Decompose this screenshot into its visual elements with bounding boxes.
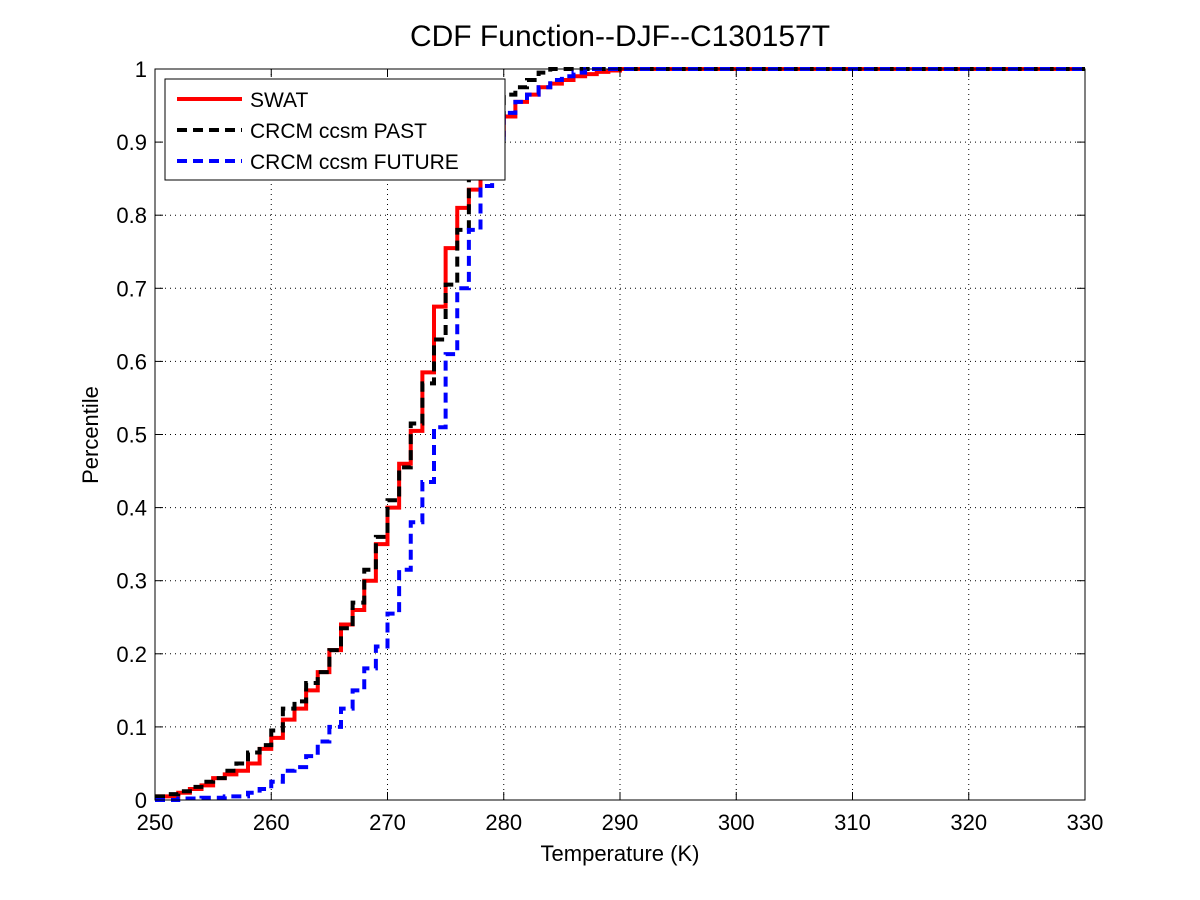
x-tick-label: 290 bbox=[602, 810, 639, 835]
series-line-2 bbox=[155, 67, 1085, 802]
y-tick-label: 0.3 bbox=[116, 569, 147, 594]
series-group bbox=[155, 67, 1085, 802]
y-tick-label: 0 bbox=[135, 788, 147, 813]
y-tick-label: 0.8 bbox=[116, 203, 147, 228]
y-tick-label: 0.6 bbox=[116, 349, 147, 374]
x-tick-label: 320 bbox=[950, 810, 987, 835]
legend-box bbox=[164, 78, 506, 181]
y-tick-label: 0.9 bbox=[116, 130, 147, 155]
y-axis-label: Percentile bbox=[78, 386, 103, 484]
legend-label-1: CRCM ccsm PAST bbox=[250, 120, 427, 143]
chart-title: CDF Function--DJF--C130157T bbox=[410, 20, 830, 53]
ticks: 250 260 270 280 290 300 310 320 330 0 0.1 0.2 0.3 0.4… bbox=[116, 57, 1103, 835]
x-tick-label: 300 bbox=[718, 810, 755, 835]
y-tick-label: 0.4 bbox=[116, 496, 147, 521]
y-tick-label: 0.2 bbox=[116, 642, 147, 667]
x-tick-label: 270 bbox=[369, 810, 406, 835]
y-tick-label: 0.1 bbox=[116, 715, 147, 740]
x-tick-label: 330 bbox=[1067, 810, 1104, 835]
y-tick-label: 1 bbox=[135, 57, 147, 82]
x-tick-label: 260 bbox=[253, 810, 290, 835]
legend: SWAT CRCM ccsm PAST CRCM ccsm FUTURE bbox=[164, 78, 506, 181]
x-tick-label: 250 bbox=[137, 810, 174, 835]
x-axis-label: Temperature (K) bbox=[541, 841, 700, 866]
x-tick-label: 310 bbox=[834, 810, 871, 835]
x-tick-label: 280 bbox=[485, 810, 522, 835]
y-tick-label: 0.7 bbox=[116, 276, 147, 301]
legend-label-0: SWAT bbox=[250, 89, 308, 112]
legend-label-2: CRCM ccsm FUTURE bbox=[250, 151, 459, 174]
y-tick-label: 0.5 bbox=[116, 423, 147, 448]
